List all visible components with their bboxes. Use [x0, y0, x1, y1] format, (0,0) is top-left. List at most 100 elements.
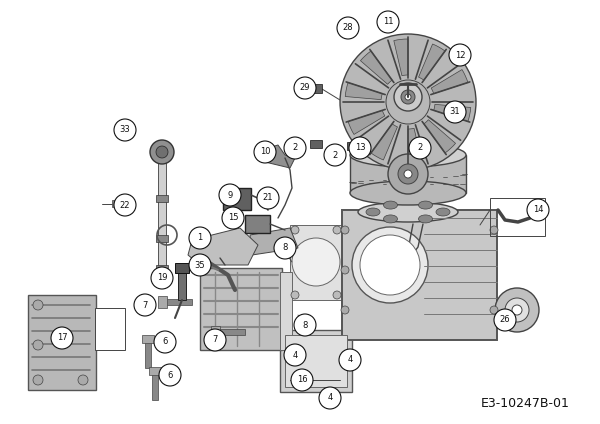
Bar	[308, 84, 322, 93]
Circle shape	[78, 375, 88, 385]
Circle shape	[274, 237, 296, 259]
Text: 4: 4	[328, 393, 332, 402]
Circle shape	[114, 194, 136, 216]
Text: 2: 2	[418, 143, 422, 153]
Circle shape	[386, 80, 430, 124]
Circle shape	[527, 199, 549, 221]
Circle shape	[449, 44, 471, 66]
Circle shape	[189, 254, 211, 276]
Bar	[280, 330, 352, 392]
Circle shape	[512, 305, 522, 315]
Bar	[490, 198, 545, 236]
Circle shape	[284, 137, 306, 159]
Bar	[285, 335, 347, 387]
Bar	[292, 145, 304, 153]
Text: 8: 8	[302, 321, 308, 329]
Circle shape	[377, 11, 399, 33]
Text: 33: 33	[119, 126, 130, 134]
Text: 12: 12	[455, 50, 465, 59]
Text: 19: 19	[157, 273, 167, 282]
Bar	[28, 295, 96, 390]
Ellipse shape	[350, 143, 466, 167]
Text: 6: 6	[167, 371, 173, 379]
Circle shape	[333, 291, 341, 299]
Circle shape	[337, 17, 359, 39]
Bar	[347, 142, 359, 150]
Circle shape	[33, 375, 43, 385]
Bar	[149, 367, 161, 375]
Circle shape	[352, 227, 428, 303]
Text: 13: 13	[355, 143, 365, 153]
Circle shape	[444, 101, 466, 123]
Circle shape	[204, 329, 226, 351]
Bar	[112, 200, 130, 207]
Circle shape	[324, 144, 346, 166]
Text: 28: 28	[343, 23, 353, 33]
Polygon shape	[188, 228, 258, 265]
Circle shape	[360, 235, 420, 295]
Ellipse shape	[358, 202, 458, 222]
Text: 2: 2	[292, 143, 298, 153]
Circle shape	[51, 327, 73, 349]
Bar	[158, 158, 166, 276]
Wedge shape	[361, 51, 392, 84]
Text: E3-10247B-01: E3-10247B-01	[481, 397, 570, 410]
Wedge shape	[434, 104, 471, 121]
Circle shape	[490, 306, 498, 314]
Circle shape	[409, 137, 431, 159]
Circle shape	[404, 170, 412, 178]
Text: 8: 8	[283, 243, 287, 253]
Circle shape	[134, 294, 156, 316]
Circle shape	[114, 119, 136, 141]
Circle shape	[151, 267, 173, 289]
Text: 35: 35	[194, 260, 205, 270]
Wedge shape	[371, 124, 397, 160]
Polygon shape	[265, 145, 295, 168]
Circle shape	[156, 146, 168, 158]
Text: 15: 15	[228, 214, 238, 223]
Circle shape	[189, 227, 211, 249]
Bar	[342, 210, 497, 340]
Circle shape	[150, 140, 174, 164]
Text: 31: 31	[449, 108, 460, 117]
Bar	[145, 340, 151, 368]
Bar	[200, 268, 282, 350]
Circle shape	[341, 306, 349, 314]
Text: 4: 4	[347, 355, 353, 365]
Circle shape	[341, 226, 349, 234]
Ellipse shape	[383, 215, 398, 223]
Wedge shape	[419, 44, 445, 80]
Bar	[178, 268, 186, 300]
Circle shape	[339, 349, 361, 371]
Circle shape	[294, 77, 316, 99]
Bar	[350, 155, 466, 193]
Bar	[158, 296, 167, 308]
Circle shape	[154, 268, 170, 284]
Circle shape	[222, 207, 244, 229]
Bar	[280, 272, 292, 350]
Text: 29: 29	[300, 84, 310, 92]
Bar	[245, 215, 270, 233]
Circle shape	[219, 184, 241, 206]
Wedge shape	[394, 39, 408, 76]
Circle shape	[505, 298, 529, 322]
Bar	[290, 225, 342, 300]
Ellipse shape	[419, 201, 433, 209]
Text: 9: 9	[227, 190, 233, 200]
Bar	[156, 265, 168, 272]
Text: 14: 14	[533, 206, 543, 215]
Text: 11: 11	[383, 17, 393, 26]
Circle shape	[33, 300, 43, 310]
Polygon shape	[250, 228, 298, 255]
Text: 26: 26	[500, 315, 511, 324]
Circle shape	[294, 314, 316, 336]
Circle shape	[284, 344, 306, 366]
Ellipse shape	[436, 208, 450, 216]
Bar	[95, 308, 125, 350]
Bar	[310, 140, 322, 148]
Text: 22: 22	[120, 201, 130, 209]
Bar	[223, 188, 251, 210]
Text: 10: 10	[260, 148, 270, 156]
Bar	[211, 326, 220, 338]
Circle shape	[394, 83, 422, 111]
